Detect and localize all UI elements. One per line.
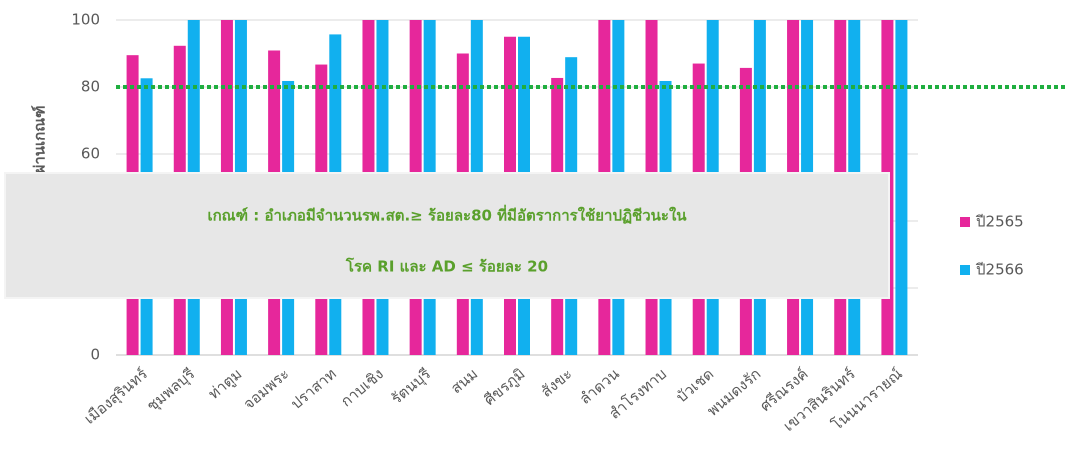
annotation-box [4, 172, 890, 299]
x-tick-label: รัตนบุรี [388, 365, 435, 409]
x-tick-label: เมืองสุรินทร์ [81, 365, 152, 429]
annotation-text: เกณฑ์ : อำเภอมีจำนวนรพ.สต.≥ ร้อยละ80 ที่… [207, 205, 687, 225]
y-tick-label: 60 [81, 145, 100, 163]
y-tick-label: 100 [71, 11, 100, 29]
annotation-text: โรค RI และ AD ≤ ร้อยละ 20 [345, 257, 548, 276]
legend-swatch [960, 265, 970, 275]
y-tick-label: 0 [90, 346, 100, 364]
x-tick-label: ปราสาท [287, 365, 340, 413]
x-tick-label: ศีขรภูมิ [480, 365, 528, 409]
bar [895, 20, 908, 355]
legend-label: ปี2565 [975, 213, 1024, 231]
x-tick-label: สังขะ [537, 365, 575, 401]
x-tick-label: สนม [447, 365, 481, 398]
x-tick-label: ชุมพลบุรี [143, 365, 199, 416]
x-tick-label: ท่าตูม [205, 365, 246, 403]
x-tick-label: พนมดงรัก [704, 365, 765, 420]
y-tick-label: 80 [81, 78, 100, 96]
x-tick-label: จอมพระ [240, 365, 293, 413]
legend-label: ปี2566 [975, 261, 1024, 279]
x-tick-label: กาบเชิง [337, 365, 387, 411]
legend-swatch [960, 217, 970, 227]
